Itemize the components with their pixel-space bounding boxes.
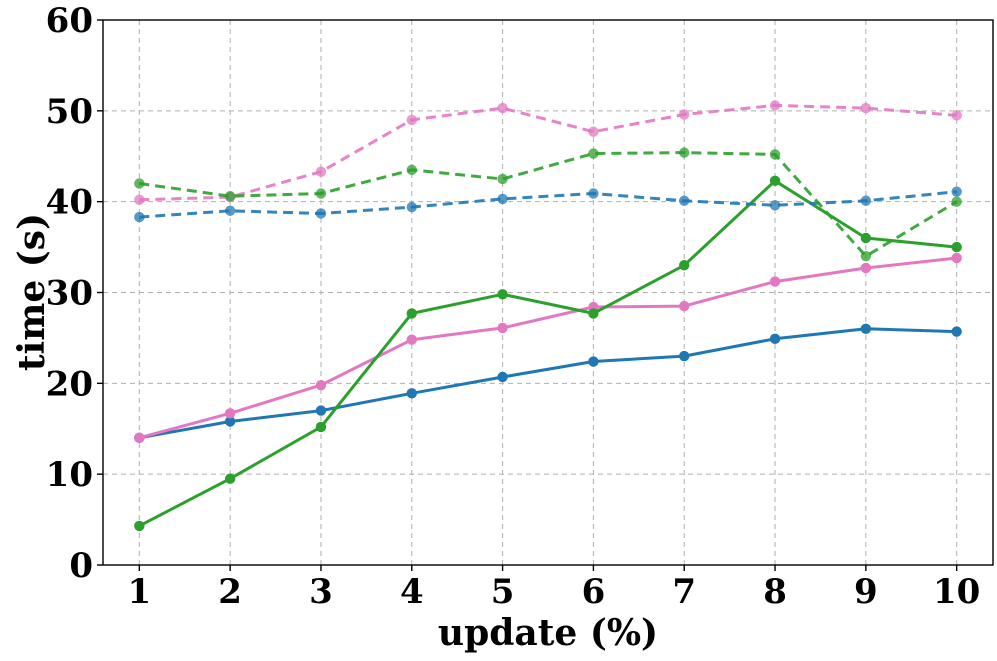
data-point bbox=[769, 200, 781, 211]
y-tick-label: 60 bbox=[46, 1, 93, 41]
series-line bbox=[139, 190, 957, 219]
data-point bbox=[588, 126, 599, 137]
data-point bbox=[588, 356, 599, 367]
data-point bbox=[860, 232, 872, 244]
y-tick-label: 20 bbox=[46, 364, 93, 404]
data-point bbox=[679, 147, 690, 158]
data-point bbox=[769, 333, 781, 345]
series-line bbox=[137, 179, 959, 528]
data-point bbox=[134, 178, 145, 189]
y-tick-label: 50 bbox=[46, 92, 93, 132]
data-point bbox=[860, 195, 872, 206]
data-point bbox=[769, 149, 781, 160]
data-point bbox=[497, 102, 508, 114]
y-tick-label: 0 bbox=[69, 546, 93, 586]
data-point bbox=[951, 186, 962, 197]
series-line bbox=[139, 103, 957, 202]
data-point bbox=[315, 188, 327, 199]
data-point bbox=[224, 416, 236, 427]
data-point bbox=[406, 308, 417, 319]
x-tick-label: 8 bbox=[763, 572, 787, 612]
data-point bbox=[951, 241, 962, 253]
data-point bbox=[315, 379, 327, 391]
data-point bbox=[679, 260, 690, 271]
data-point bbox=[134, 211, 145, 223]
data-point bbox=[860, 262, 872, 274]
x-tick-label: 5 bbox=[491, 572, 515, 612]
x-tick-label: 10 bbox=[933, 572, 980, 612]
data-point bbox=[769, 175, 781, 186]
series-line bbox=[139, 151, 958, 258]
series-3 bbox=[134, 175, 962, 532]
x-tick-label: 2 bbox=[218, 572, 242, 612]
data-point bbox=[679, 350, 690, 362]
series-line bbox=[137, 327, 959, 440]
data-point bbox=[860, 102, 872, 114]
data-point bbox=[860, 250, 872, 262]
x-tick-label: 3 bbox=[309, 572, 333, 612]
data-point bbox=[406, 114, 417, 126]
x-tick-label: 6 bbox=[582, 572, 606, 612]
series-5 bbox=[134, 100, 962, 206]
data-point bbox=[769, 100, 781, 111]
data-point bbox=[134, 520, 145, 532]
x-axis-label: update (%) bbox=[438, 612, 658, 654]
series-line bbox=[137, 256, 959, 440]
data-point bbox=[406, 164, 417, 176]
data-point bbox=[406, 334, 417, 345]
data-point bbox=[406, 388, 417, 399]
x-tick-label: 9 bbox=[854, 572, 878, 612]
data-point bbox=[134, 194, 145, 206]
x-tick-label: 4 bbox=[400, 572, 424, 612]
data-point bbox=[497, 322, 508, 334]
y-tick-label: 30 bbox=[46, 274, 93, 314]
axis-ticks: 1 2 3 4 5 6 7 8 9 10 0 10 20 30 40 50 60 bbox=[46, 1, 981, 612]
data-point bbox=[679, 195, 690, 206]
data-point bbox=[679, 109, 690, 120]
data-point bbox=[406, 201, 417, 213]
data-point bbox=[951, 196, 962, 207]
data-point bbox=[224, 191, 236, 202]
y-tick-label: 10 bbox=[46, 455, 93, 495]
data-point bbox=[224, 408, 236, 419]
series-1 bbox=[134, 323, 962, 444]
data-point bbox=[497, 289, 508, 300]
data-point bbox=[497, 173, 508, 185]
grid bbox=[103, 19, 993, 566]
data-point bbox=[315, 421, 327, 433]
x-tick-label: 7 bbox=[672, 572, 696, 612]
series-layer bbox=[134, 100, 962, 532]
data-point bbox=[497, 193, 508, 205]
series-2 bbox=[134, 252, 962, 444]
data-point bbox=[497, 371, 508, 383]
data-point bbox=[951, 252, 962, 264]
data-point bbox=[588, 308, 599, 319]
data-point bbox=[588, 188, 599, 199]
x-tick-label: 1 bbox=[127, 572, 151, 612]
data-point bbox=[769, 276, 781, 287]
data-point bbox=[224, 473, 236, 484]
data-point bbox=[315, 405, 327, 416]
data-point bbox=[588, 148, 599, 159]
data-point bbox=[951, 326, 962, 337]
data-point bbox=[679, 300, 690, 312]
data-point bbox=[134, 432, 145, 444]
y-tick-label: 40 bbox=[46, 183, 93, 223]
data-point bbox=[315, 208, 327, 219]
data-point bbox=[315, 166, 327, 177]
series-6 bbox=[134, 147, 962, 262]
y-axis-label: time (s) bbox=[11, 213, 53, 371]
series-4 bbox=[134, 186, 962, 223]
data-point bbox=[224, 205, 236, 216]
data-point bbox=[860, 323, 872, 335]
data-point bbox=[951, 110, 962, 121]
